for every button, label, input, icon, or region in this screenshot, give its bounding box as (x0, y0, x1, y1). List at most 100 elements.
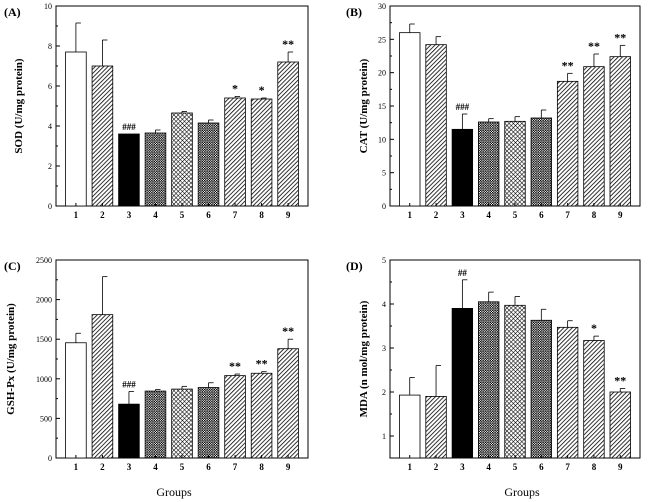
x-tick-label-b: 9 (618, 210, 623, 220)
y-tick-label-c: 1000 (36, 375, 52, 384)
bar-d-3 (451, 307, 474, 459)
x-tick-label-b: 4 (486, 210, 491, 220)
panel-b: (B) CAT (U/mg protein) 0 5 10 15 20 25 30 1 2 3 ### 4… (346, 2, 641, 220)
x-tick-label-a: 7 (233, 210, 238, 220)
bar-a-4 (144, 132, 167, 207)
bar-b-2 (425, 44, 447, 207)
significance-label-c-7: ** (229, 359, 241, 373)
y-tick-label-d: 3 (382, 344, 386, 353)
x-tick-label-b: 3 (460, 210, 465, 220)
y-tick-label-b: 15 (378, 102, 386, 111)
x-tick-label-d: 7 (565, 462, 570, 472)
bar-d-5 (504, 304, 526, 459)
x-tick-label-a: 5 (180, 210, 185, 220)
x-tick-label-b: 5 (513, 210, 518, 220)
bar-a-3 (118, 133, 140, 207)
panel-d: (D) MDA (n mol/mg protein) 1 2 3 4 5 1 2 3 ## 4 5 6 7 8… (346, 256, 641, 472)
significance-label-b-3: ### (456, 102, 470, 112)
bar-b-1 (399, 32, 421, 207)
bar-b-8 (583, 66, 605, 207)
x-tick-label-d: 5 (513, 462, 518, 472)
bar-a-1 (65, 51, 87, 207)
bar-b-6 (530, 117, 552, 207)
bar-c-3 (118, 403, 140, 459)
bar-a-9 (277, 61, 299, 207)
panel-label-d: (D) (346, 259, 363, 273)
y-tick-label-a: 8 (48, 42, 52, 51)
bar-a-2 (91, 65, 114, 207)
bar-c-2 (91, 314, 114, 459)
x-tick-label-c: 9 (286, 462, 291, 472)
bar-a-8 (250, 98, 273, 207)
x-tick-label-b: 6 (539, 210, 544, 220)
y-tick-label-b: 25 (378, 35, 386, 44)
x-tick-label-a: 2 (100, 210, 105, 220)
y-tick-label-b: 20 (378, 69, 386, 78)
x-tick-label-c: 6 (206, 462, 211, 472)
x-tick-label-a: 1 (74, 210, 79, 220)
x-tick-label-d: 2 (434, 462, 439, 472)
bar-c-8 (250, 372, 273, 459)
y-tick-label-b: 10 (378, 135, 386, 144)
y-axis-label-c: GSH-Px (U/mg protein) (5, 303, 17, 415)
y-axis-label-d: MDA (n mol/mg protein) (358, 300, 370, 417)
bar-b-9 (609, 56, 631, 207)
x-tick-label-d: 3 (460, 462, 465, 472)
x-tick-label-d: 6 (539, 462, 544, 472)
y-tick-label-a: 0 (48, 202, 52, 211)
x-tick-label-a: 3 (127, 210, 132, 220)
bar-a-6 (197, 122, 220, 207)
bar-b-3 (451, 128, 474, 207)
x-tick-label-b: 1 (407, 210, 412, 220)
significance-label-a-3: ### (122, 122, 136, 132)
significance-label-a-7: * (232, 81, 238, 95)
x-tick-label-d: 1 (407, 462, 412, 472)
significance-label-d-3: ## (458, 268, 468, 278)
significance-label-c-3: ### (122, 379, 136, 389)
x-tick-label-c: 7 (233, 462, 238, 472)
y-tick-label-c: 2000 (36, 296, 52, 305)
significance-label-b-9: ** (614, 30, 626, 44)
x-tick-label-a: 9 (286, 210, 291, 220)
significance-label-d-8: * (591, 321, 597, 335)
x-tick-label-c: 1 (74, 462, 79, 472)
panel-label-a: (A) (4, 5, 21, 19)
x-tick-label-b: 7 (565, 210, 570, 220)
panel-label-c: (C) (4, 259, 21, 273)
significance-label-c-9: ** (282, 324, 294, 338)
y-tick-label-a: 4 (48, 122, 52, 131)
x-axis-label-right: Groups (504, 485, 540, 499)
bar-d-1 (399, 394, 421, 459)
significance-label-b-7: ** (562, 58, 574, 72)
y-tick-label-d: 5 (382, 256, 386, 265)
significance-label-a-9: ** (282, 37, 294, 51)
x-tick-label-c: 2 (100, 462, 105, 472)
y-axis-label-a: SOD (U/mg protein) (13, 58, 25, 153)
y-tick-label-d: 2 (382, 388, 386, 397)
significance-label-b-8: ** (588, 39, 600, 53)
y-tick-label-c: 2500 (36, 256, 52, 265)
y-tick-label-c: 500 (40, 414, 52, 423)
y-tick-label-b: 30 (378, 2, 386, 11)
bar-b-7 (556, 80, 579, 207)
significance-label-a-8: * (259, 83, 265, 97)
panel-c: (C) GSH-Px (U/mg protein) 0 500 1000 1500 2000… (4, 256, 309, 472)
bar-c-6 (197, 387, 220, 459)
y-axis-label-b: CAT (U/mg protein) (358, 58, 370, 153)
x-tick-label-c: 3 (127, 462, 132, 472)
x-tick-label-a: 8 (259, 210, 264, 220)
bar-c-7 (224, 375, 246, 459)
bar-c-9 (277, 348, 299, 459)
x-tick-label-c: 8 (259, 462, 264, 472)
y-tick-label-b: 5 (382, 169, 386, 178)
y-tick-label-a: 2 (48, 162, 52, 171)
bar-d-8 (583, 340, 605, 459)
x-tick-label-b: 8 (592, 210, 597, 220)
bar-a-7 (224, 97, 246, 207)
bar-c-5 (171, 388, 193, 459)
x-tick-label-c: 5 (180, 462, 185, 472)
bar-d-7 (556, 326, 579, 459)
panel-label-b: (B) (346, 5, 362, 19)
